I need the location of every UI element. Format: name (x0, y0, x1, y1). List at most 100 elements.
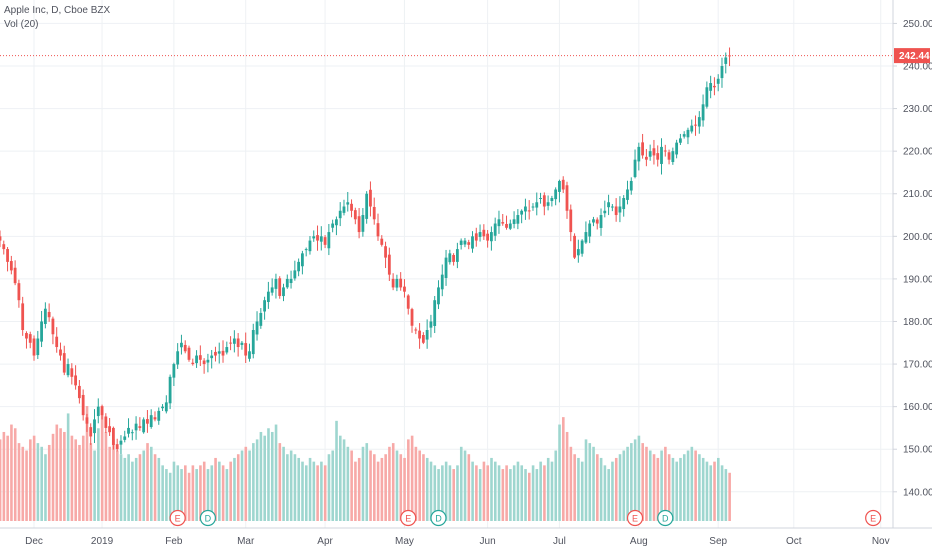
candle-body (331, 223, 335, 228)
dividend-marker[interactable]: D (657, 509, 674, 527)
volume-bar (490, 457, 493, 521)
candle-body (206, 359, 210, 363)
candle-body (51, 318, 55, 335)
time-tick-label: Dec (25, 536, 43, 547)
candle-body (251, 330, 255, 355)
candle-body (471, 236, 474, 249)
volume-bar (74, 439, 77, 521)
candle-body (289, 278, 293, 284)
candle-body (592, 219, 595, 223)
candle-body (28, 334, 32, 343)
volume-bar (0, 439, 2, 521)
candle-body (629, 180, 633, 191)
candle-body (595, 219, 599, 224)
candle-body (115, 444, 119, 450)
candle-body (153, 417, 157, 420)
volume-bar (395, 450, 399, 521)
candle-body (580, 240, 584, 254)
dividend-marker[interactable]: D (199, 509, 216, 527)
dividend-marker[interactable]: D (430, 509, 447, 527)
volume-bar (157, 457, 161, 521)
volume-bar (25, 450, 28, 521)
candle-body (127, 427, 130, 434)
candle-body (232, 338, 236, 344)
volume-bar (85, 406, 89, 521)
volume-bar (618, 454, 622, 521)
volume-bar (240, 450, 244, 521)
volume-bar (376, 461, 380, 521)
candle-body (644, 156, 648, 160)
volume-bar (380, 457, 384, 521)
candle-body (81, 394, 85, 416)
candle-body (667, 152, 671, 160)
time-tick-label: May (395, 536, 414, 547)
symbol-title: Apple Inc, D, Cboe BZX (4, 5, 111, 16)
candle-body (6, 249, 9, 262)
candle-body (671, 151, 675, 163)
candle-body (157, 410, 161, 421)
time-tick-label: Jun (480, 536, 496, 547)
volume-bar (497, 465, 501, 521)
volume-bar (320, 461, 323, 521)
volume-bar (89, 443, 93, 521)
volume-bar (78, 444, 81, 521)
volume-bar (127, 454, 130, 521)
candle-body (437, 287, 440, 305)
volume-bar (138, 454, 142, 521)
price-tick-label: 240.00 (903, 62, 932, 73)
volume-bar (599, 457, 603, 521)
volume-bar (388, 446, 391, 521)
volume-bar (471, 461, 474, 521)
volume-bar (573, 454, 576, 521)
candle-body (716, 78, 720, 84)
volume-bar (630, 443, 633, 521)
volume-bar (97, 428, 100, 521)
candle-body (100, 406, 104, 416)
earnings-label: E (632, 513, 638, 523)
earnings-marker[interactable]: E (169, 509, 186, 527)
volume-bar (252, 443, 255, 521)
earnings-marker[interactable]: E (626, 509, 644, 527)
volume-bar (452, 469, 455, 521)
earnings-marker[interactable]: E (400, 509, 417, 527)
volume-bar (592, 446, 595, 521)
volume-bar (648, 450, 652, 521)
volume-bar (142, 450, 146, 521)
last-price-label: 242.44 (899, 51, 930, 62)
candle-body (183, 344, 187, 352)
candle-body (369, 189, 372, 207)
candle-body (266, 291, 270, 303)
candle-body (474, 233, 478, 241)
candle-body (221, 350, 225, 356)
candle-body (554, 189, 558, 200)
time-axis: Dec 2019 Feb Mar Apr May Jun Jul Aug Sep Oct Nov (0, 527, 932, 550)
volume-bar (327, 454, 331, 521)
volume-bar (456, 465, 459, 521)
volume-bar (304, 465, 308, 521)
candle-body (376, 223, 380, 237)
volume-bar (293, 454, 297, 521)
price-axis: 140.00 150.00 160.00 170.00 180.00 190.00 200.… (892, 0, 932, 528)
price-tick-label: 210.00 (903, 189, 932, 200)
volume-bar (36, 443, 40, 521)
time-tick-label: Apr (317, 536, 333, 547)
candle-body (372, 206, 376, 220)
volume-bar (55, 424, 59, 521)
volume-bar (705, 461, 709, 521)
time-tick-label: Sep (709, 536, 727, 547)
candle-body (573, 235, 576, 258)
volume-bar (486, 465, 490, 521)
volume-bar (588, 443, 592, 521)
candle-body (149, 415, 153, 427)
volume-bar (202, 461, 206, 521)
candle-body (164, 402, 168, 412)
candle-body (641, 142, 644, 156)
volume-bar (512, 465, 516, 521)
candle-body (168, 376, 172, 404)
earnings-marker[interactable]: E (865, 509, 882, 527)
volume-bar (354, 461, 357, 521)
price-tick-label: 170.00 (903, 360, 932, 371)
candle-body (622, 198, 626, 210)
